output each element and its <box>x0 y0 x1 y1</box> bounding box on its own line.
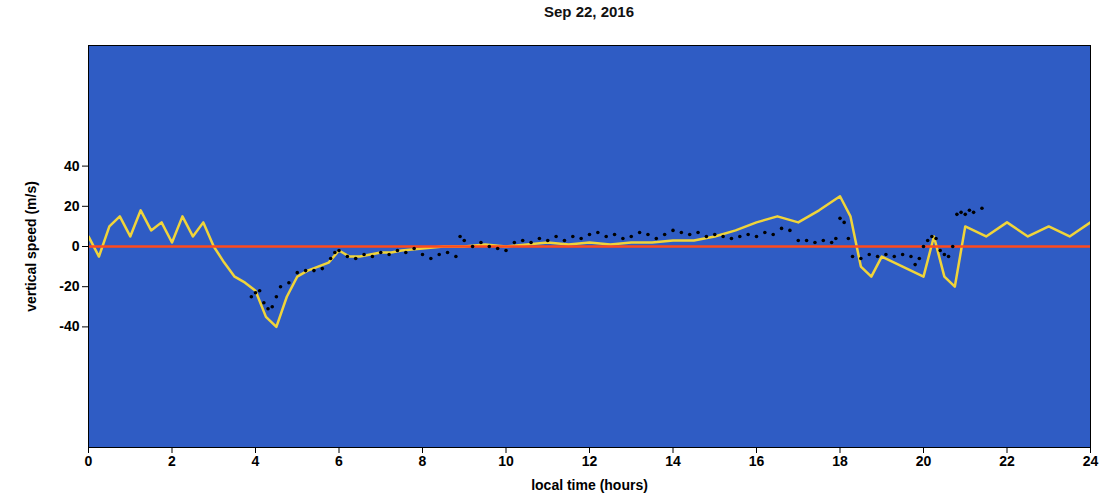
svg-text:20: 20 <box>916 453 932 469</box>
svg-text:22: 22 <box>999 453 1015 469</box>
svg-text:8: 8 <box>419 453 427 469</box>
svg-text:40: 40 <box>64 158 80 174</box>
svg-text:4: 4 <box>252 453 260 469</box>
svg-text:-20: -20 <box>59 278 79 294</box>
svg-text:10: 10 <box>498 453 514 469</box>
html-text:Sep 22, 2016: Sep 22, 2016 <box>544 3 634 20</box>
svg-text:12: 12 <box>582 453 598 469</box>
svg-text:18: 18 <box>832 453 848 469</box>
svg-text:0: 0 <box>72 238 80 254</box>
svg-text:6: 6 <box>335 453 343 469</box>
svg-text:14: 14 <box>665 453 681 469</box>
svg-text:16: 16 <box>749 453 765 469</box>
svg-text:0: 0 <box>85 453 93 469</box>
svg-text:24: 24 <box>1083 453 1099 469</box>
svg-text:-40: -40 <box>59 318 79 334</box>
svg-text:vertical speed (m/s): vertical speed (m/s) <box>23 181 39 312</box>
svg-text:local time (hours): local time (hours) <box>531 477 648 493</box>
svg-text:20: 20 <box>64 198 80 214</box>
svg-text:2: 2 <box>168 453 176 469</box>
